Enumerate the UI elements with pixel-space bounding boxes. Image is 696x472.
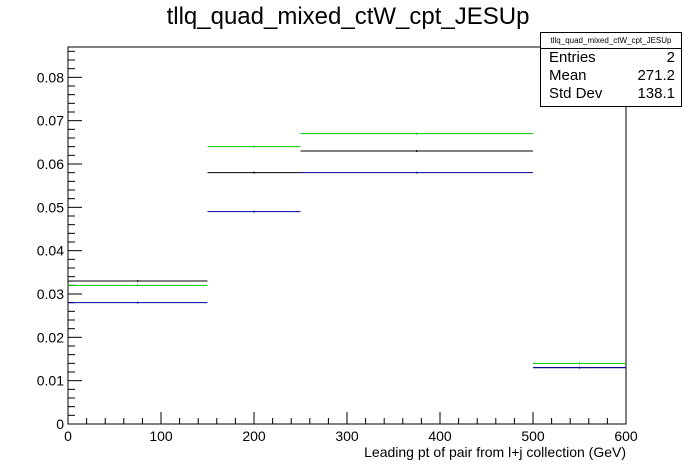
- stats-title: tllq_quad_mixed_ctW_cpt_JESUp: [541, 33, 681, 49]
- stats-value: 271.2: [637, 67, 675, 84]
- y-tick-label: 0.04: [37, 243, 64, 259]
- series-2: [68, 171, 626, 369]
- x-axis: 0 100 200 300 400 500 600: [64, 412, 638, 444]
- x-tick-label: 400: [428, 428, 452, 444]
- series-1: [68, 132, 626, 365]
- stats-row-entries: Entries 2: [541, 49, 681, 67]
- series-0: [68, 150, 626, 369]
- y-tick-label: 0.02: [37, 329, 64, 345]
- y-tick-label: 0: [56, 416, 64, 432]
- y-tick-label: 0.08: [37, 69, 64, 85]
- x-tick-label: 300: [335, 428, 359, 444]
- x-tick-label: 0: [64, 428, 72, 444]
- y-tick-label: 0.05: [37, 199, 64, 215]
- stats-label: Entries: [549, 49, 596, 66]
- x-tick-label: 100: [149, 428, 173, 444]
- y-axis: 0 0.01 0.02 0.03 0.04 0.05 0.06 0.07 0.08: [37, 50, 82, 432]
- x-tick-label: 200: [242, 428, 266, 444]
- stats-label: Mean: [549, 67, 587, 84]
- stats-row-stddev: Std Dev 138.1: [541, 85, 681, 103]
- y-tick-label: 0.06: [37, 156, 64, 172]
- histogram-series: [68, 132, 626, 369]
- x-tick-label: 500: [521, 428, 545, 444]
- stats-box: tllq_quad_mixed_ctW_cpt_JESUp Entries 2 …: [540, 32, 682, 107]
- y-tick-label: 0.03: [37, 286, 64, 302]
- stats-value: 2: [666, 49, 675, 66]
- chart-title: tllq_quad_mixed_ctW_cpt_JESUp: [166, 3, 530, 30]
- x-axis-label: Leading pt of pair from l+j collection (…: [364, 444, 626, 460]
- y-tick-label: 0.01: [37, 373, 64, 389]
- y-tick-label: 0.07: [37, 113, 64, 129]
- stats-row-mean: Mean 271.2: [541, 67, 681, 85]
- stats-value: 138.1: [637, 85, 675, 102]
- x-tick-label: 600: [614, 428, 638, 444]
- stats-label: Std Dev: [549, 85, 603, 102]
